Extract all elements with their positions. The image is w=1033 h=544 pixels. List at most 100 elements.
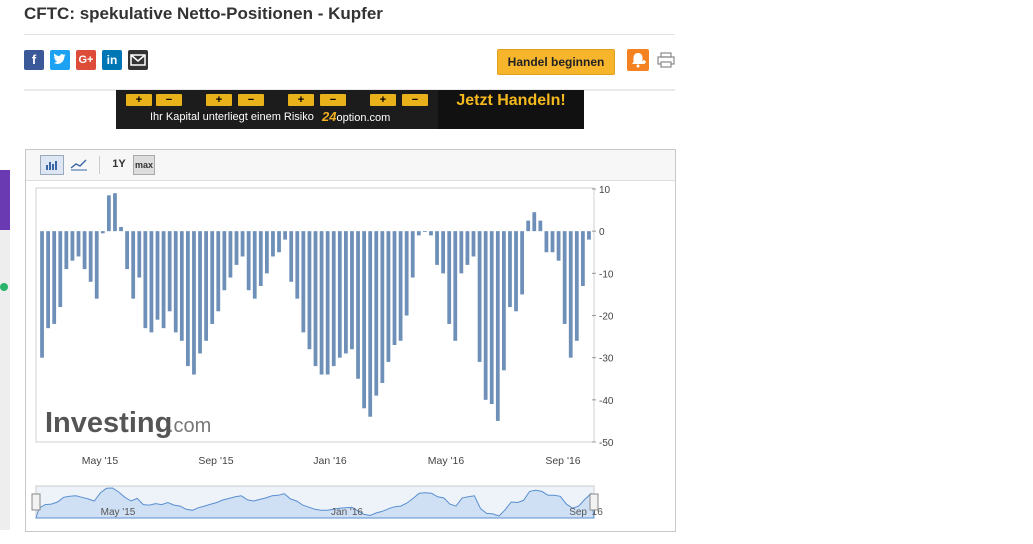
bar[interactable] [325, 231, 330, 375]
bar[interactable] [283, 231, 287, 240]
bar[interactable] [368, 231, 373, 417]
bar[interactable] [319, 231, 324, 375]
bar[interactable] [173, 231, 178, 333]
bar[interactable] [149, 231, 154, 333]
bar[interactable] [374, 231, 379, 396]
bar[interactable] [70, 231, 75, 261]
bar[interactable] [94, 231, 99, 299]
range-1y-button[interactable]: 1Y [112, 158, 126, 170]
bar[interactable] [380, 231, 385, 383]
bar[interactable] [125, 231, 129, 270]
add-alert-icon[interactable] [627, 49, 649, 71]
bar[interactable] [301, 231, 306, 333]
bar[interactable] [398, 231, 403, 341]
bar[interactable] [113, 193, 117, 232]
bar[interactable] [240, 231, 245, 257]
bar[interactable] [344, 231, 348, 354]
bar[interactable] [423, 231, 427, 232]
bar[interactable] [477, 231, 482, 362]
bar[interactable] [252, 231, 257, 299]
bar[interactable] [581, 231, 585, 286]
range-max-button[interactable]: max [133, 155, 155, 175]
email-icon[interactable] [128, 50, 148, 70]
bar[interactable] [216, 231, 221, 312]
bar[interactable] [538, 220, 543, 232]
navigator-handle-right[interactable] [589, 493, 599, 511]
bar[interactable] [204, 231, 208, 341]
bar[interactable] [453, 231, 458, 341]
bar[interactable] [58, 231, 63, 308]
ad-banner[interactable]: + − + − + − + − Ihr Kapital unterliegt e… [116, 90, 584, 129]
bar[interactable] [556, 231, 561, 261]
bar[interactable] [386, 231, 391, 362]
bar[interactable] [502, 231, 506, 371]
bar[interactable] [82, 231, 87, 270]
bar[interactable] [179, 231, 184, 341]
bar[interactable] [362, 231, 366, 409]
bar[interactable] [313, 231, 318, 367]
bar[interactable] [46, 231, 50, 329]
bar[interactable] [489, 231, 494, 405]
bar[interactable] [295, 231, 300, 299]
bar[interactable] [483, 231, 488, 400]
bar[interactable] [356, 231, 360, 379]
bar[interactable] [210, 231, 215, 324]
bar[interactable] [459, 231, 464, 274]
bar[interactable] [228, 231, 233, 278]
bar[interactable] [429, 231, 433, 236]
bar[interactable] [495, 231, 500, 421]
bar[interactable] [52, 231, 57, 324]
bar-chart-icon[interactable] [40, 155, 64, 175]
bar[interactable] [107, 195, 111, 232]
bar[interactable] [392, 231, 397, 346]
navigator-handle-left[interactable] [31, 493, 41, 511]
bar[interactable] [161, 231, 166, 329]
bar[interactable] [119, 226, 123, 232]
bar[interactable] [520, 231, 524, 295]
navigator[interactable]: May '15 Jan '16 Sep '16 [31, 485, 603, 519]
bar[interactable] [64, 231, 69, 270]
bar[interactable] [258, 231, 263, 286]
bar[interactable] [465, 231, 470, 265]
bar[interactable] [526, 220, 531, 232]
bar[interactable] [222, 231, 227, 291]
bar[interactable] [137, 231, 142, 278]
bar[interactable] [471, 231, 476, 257]
print-icon[interactable] [657, 52, 675, 68]
bar[interactable] [416, 231, 421, 236]
bar[interactable] [337, 231, 342, 358]
bar[interactable] [100, 231, 105, 234]
bar[interactable] [441, 231, 445, 274]
bar[interactable] [155, 231, 160, 320]
bar[interactable] [246, 231, 251, 291]
bar[interactable] [198, 231, 202, 354]
bar[interactable] [265, 231, 269, 274]
bar[interactable] [404, 231, 409, 316]
bar[interactable] [410, 231, 415, 278]
bar[interactable] [234, 231, 239, 265]
bar[interactable] [331, 231, 336, 367]
bar[interactable] [435, 231, 439, 265]
trade-button[interactable]: Handel beginnen [497, 49, 615, 75]
bar[interactable] [532, 212, 537, 232]
linkedin-icon[interactable]: in [102, 50, 122, 70]
bar[interactable] [514, 231, 518, 312]
bar[interactable] [307, 231, 312, 350]
bar[interactable] [192, 231, 196, 375]
bar[interactable] [550, 231, 555, 253]
facebook-icon[interactable]: f [24, 50, 44, 70]
bar[interactable] [40, 231, 44, 358]
banner-cta-button[interactable]: Jetzt Handeln! [438, 90, 584, 129]
google-plus-icon[interactable]: G+ [76, 50, 96, 70]
bar[interactable] [167, 231, 172, 312]
bar[interactable] [587, 231, 591, 240]
bar[interactable] [350, 231, 354, 350]
twitter-icon[interactable] [50, 50, 70, 70]
bar[interactable] [289, 231, 294, 282]
bar[interactable] [76, 231, 81, 257]
bar[interactable] [88, 231, 93, 282]
bar[interactable] [186, 231, 190, 367]
bar[interactable] [562, 231, 567, 324]
bar[interactable] [568, 231, 573, 358]
bar[interactable] [271, 231, 275, 257]
